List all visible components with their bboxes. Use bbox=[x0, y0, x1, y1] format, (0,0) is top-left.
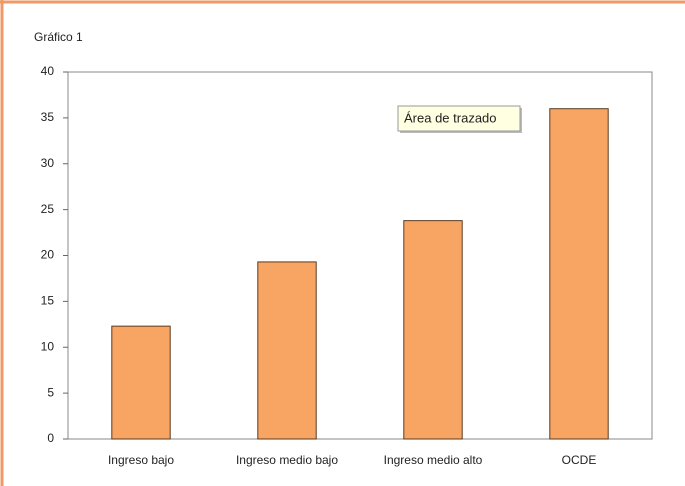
tooltip-text: Área de trazado bbox=[404, 110, 497, 125]
chart-title: Gráfico 1 bbox=[34, 30, 83, 44]
x-tick-label: Ingreso bajo bbox=[108, 453, 174, 467]
bar[interactable] bbox=[257, 261, 317, 440]
bar[interactable] bbox=[549, 108, 609, 440]
bar[interactable] bbox=[111, 325, 171, 440]
y-tick-label: 35 bbox=[41, 110, 55, 124]
x-tick-label: Ingreso medio bajo bbox=[236, 453, 338, 467]
y-tick-label: 10 bbox=[41, 339, 55, 353]
y-tick-label: 20 bbox=[41, 248, 55, 262]
tooltip-box bbox=[397, 105, 521, 132]
y-tick-label: 30 bbox=[41, 156, 55, 170]
y-tick-label: 25 bbox=[41, 202, 55, 216]
y-tick-label: 15 bbox=[41, 294, 55, 308]
x-tick-label: OCDE bbox=[562, 453, 597, 467]
y-tick-label: 40 bbox=[41, 64, 55, 78]
x-tick-label: Ingreso medio alto bbox=[384, 453, 483, 467]
bar[interactable] bbox=[403, 220, 463, 440]
y-tick-label: 0 bbox=[47, 431, 54, 445]
y-tick-label: 5 bbox=[47, 385, 54, 399]
